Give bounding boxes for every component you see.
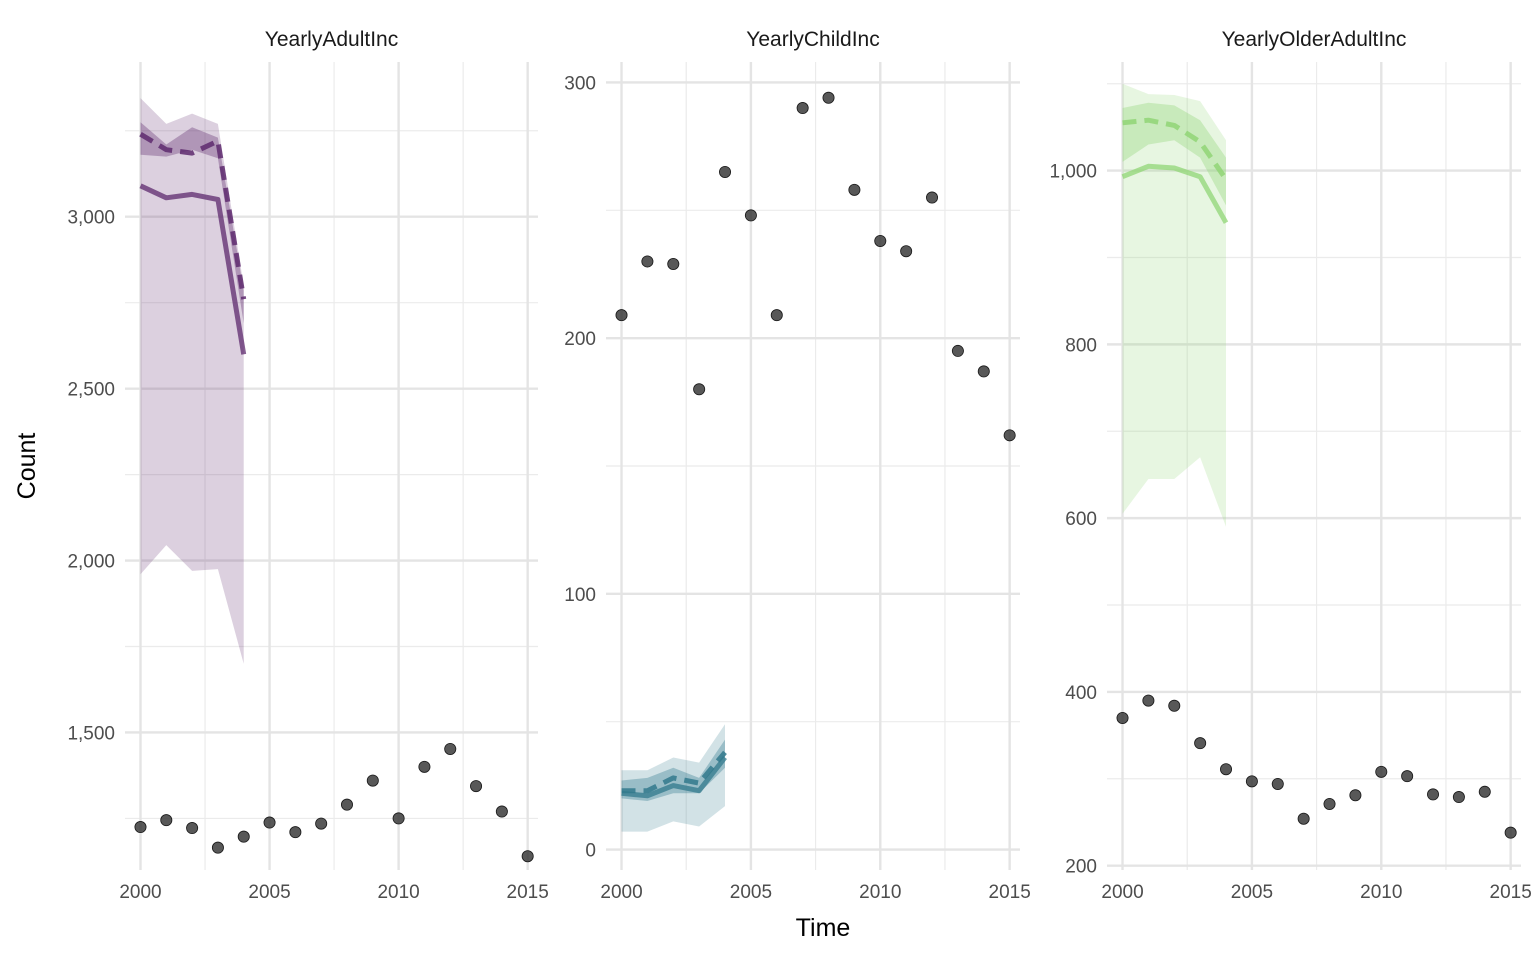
observed-point <box>211 841 224 854</box>
observed-point <box>977 365 990 378</box>
forecast-mean-line <box>621 755 727 799</box>
x-tick-label: 2010 <box>1360 882 1402 903</box>
observed-point <box>340 798 353 811</box>
forecast-median-line <box>1122 117 1229 181</box>
observed-point <box>1401 770 1414 783</box>
x-tick-label: 2005 <box>730 882 772 903</box>
observed-point <box>1168 699 1181 712</box>
observed-point <box>366 774 379 787</box>
observed-point <box>770 309 783 322</box>
panel-title: YearlyChildInc <box>746 28 879 51</box>
outer-interval-band <box>140 98 244 664</box>
x-tick-label: 2000 <box>1101 882 1143 903</box>
inner-interval-band <box>621 739 725 801</box>
x-tick-label: 2010 <box>859 882 901 903</box>
observed-point <box>315 817 328 830</box>
observed-point <box>1220 763 1233 776</box>
observed-point <box>822 91 835 104</box>
y-tick-label: 100 <box>564 585 596 606</box>
observed-point <box>1271 777 1284 790</box>
observed-point <box>1323 797 1336 810</box>
x-tick-label: 2000 <box>119 882 161 903</box>
y-tick-label: 1,000 <box>1049 162 1097 183</box>
observed-point <box>237 830 250 843</box>
observed-point <box>693 383 706 396</box>
forecast-median-line <box>621 750 727 794</box>
y-tick-label: 400 <box>1065 683 1097 704</box>
observed-point <box>470 780 483 793</box>
observed-point <box>392 812 405 825</box>
observed-point <box>1245 775 1258 788</box>
observed-point <box>1427 788 1440 801</box>
x-axis-title: Time <box>796 914 851 942</box>
panel-title: YearlyOlderAdultInc <box>1222 28 1407 51</box>
x-tick-label: 2015 <box>1490 882 1532 903</box>
y-tick-label: 600 <box>1065 509 1097 530</box>
y-tick-label: 200 <box>564 329 596 350</box>
x-tick-label: 2010 <box>377 882 419 903</box>
inner-interval-band <box>1122 102 1226 206</box>
observed-point <box>874 234 887 247</box>
x-tick-label: 2000 <box>600 882 642 903</box>
panel-title: YearlyAdultInc <box>265 28 398 51</box>
y-tick-label: 2,000 <box>67 552 115 573</box>
observed-point <box>1003 429 1016 442</box>
outer-interval-band <box>1122 83 1226 527</box>
panel-3: YearlyOlderAdultInc 200 400 600 800 1,000 2000… <box>1049 28 1531 903</box>
observed-point <box>719 165 732 178</box>
observed-point <box>796 102 809 115</box>
observed-point <box>1194 737 1207 750</box>
forecast-mean-line <box>139 183 247 355</box>
observed-point <box>134 821 147 834</box>
y-tick-label: 0 <box>585 841 596 862</box>
observed-point <box>444 742 457 755</box>
observed-point <box>926 191 939 204</box>
panel-2: YearlyChildInc 0 100 200 300 2000 2005 2010 2015 <box>564 28 1030 903</box>
observed-point <box>1297 812 1310 825</box>
observed-point <box>1116 711 1129 724</box>
observed-point <box>667 257 680 270</box>
y-axis-title: Count <box>13 433 41 500</box>
observed-point <box>186 822 199 835</box>
y-tick-label: 200 <box>1065 857 1097 878</box>
x-tick-label: 2015 <box>989 882 1031 903</box>
panel-1: YearlyAdultInc 1,500 2,000 2,500 3,000 2000 20… <box>67 28 548 903</box>
observed-point <box>951 344 964 357</box>
observed-point <box>521 850 534 863</box>
observed-point <box>1349 789 1362 802</box>
observed-point <box>900 245 913 258</box>
y-tick-label: 3,000 <box>67 208 115 229</box>
observed-point <box>1478 785 1491 798</box>
observed-point <box>1142 694 1155 707</box>
observed-point <box>1452 791 1465 804</box>
observed-point <box>744 209 757 222</box>
x-tick-label: 2015 <box>507 882 549 903</box>
observed-point <box>418 760 431 773</box>
observed-point <box>1375 765 1388 778</box>
observed-point <box>848 183 861 196</box>
observed-point <box>263 816 276 829</box>
y-tick-label: 800 <box>1065 335 1097 356</box>
forecast-mean-line <box>1121 163 1229 224</box>
y-tick-label: 300 <box>564 73 596 94</box>
observed-point <box>1504 826 1517 839</box>
y-tick-label: 2,500 <box>67 380 115 401</box>
x-tick-label: 2005 <box>248 882 290 903</box>
observed-point <box>289 826 302 839</box>
observed-point <box>615 309 628 322</box>
x-tick-label: 2005 <box>1231 882 1273 903</box>
observed-point <box>641 255 654 268</box>
observed-point <box>160 814 173 827</box>
forecast-median-line <box>139 132 247 300</box>
y-tick-label: 1,500 <box>67 723 115 744</box>
observed-point <box>495 805 508 818</box>
